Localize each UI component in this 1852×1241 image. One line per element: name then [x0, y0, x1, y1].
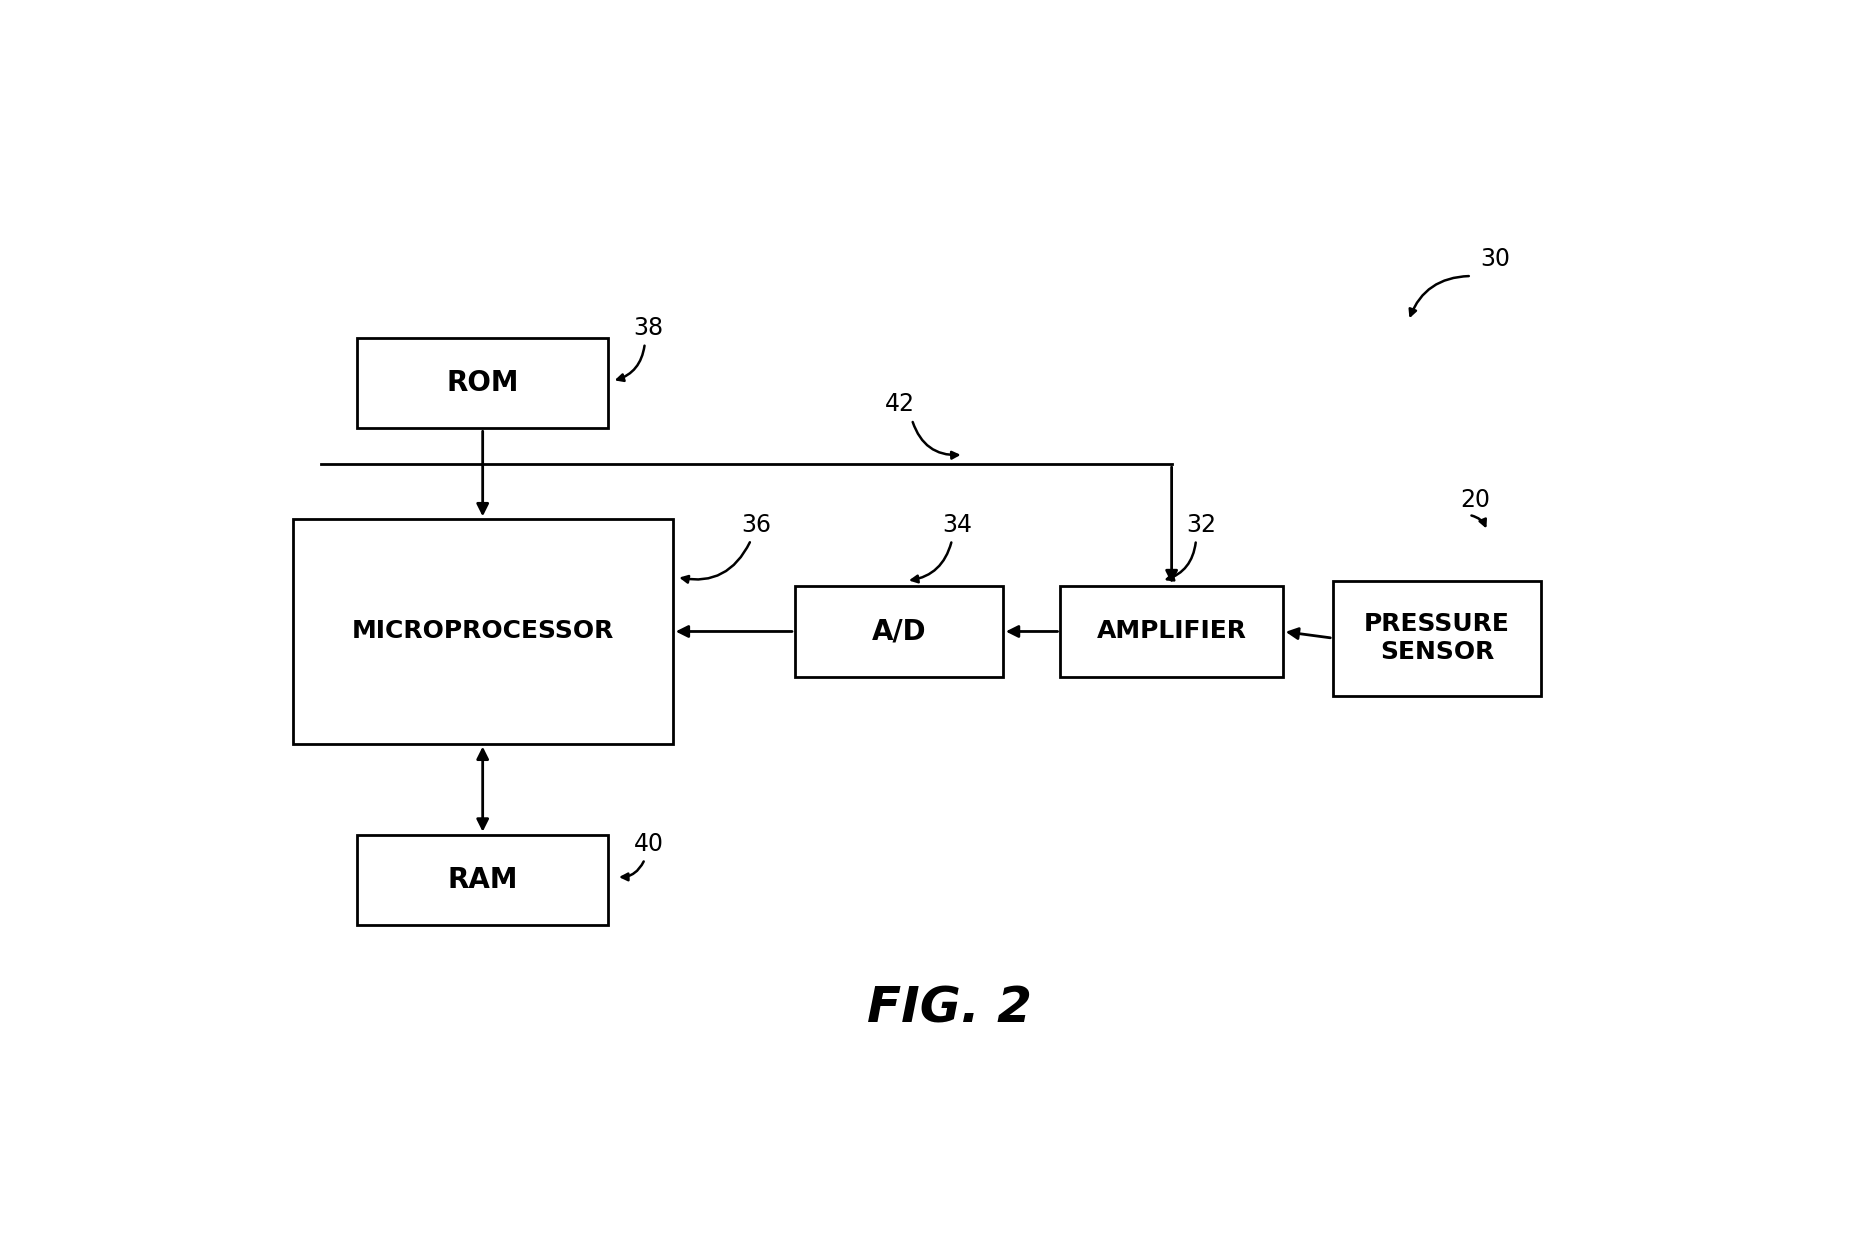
Bar	[357, 834, 607, 926]
Text: 38: 38	[633, 316, 663, 340]
Text: AMPLIFIER: AMPLIFIER	[1096, 619, 1246, 644]
Text: 30: 30	[1480, 247, 1509, 272]
Text: 40: 40	[633, 831, 663, 856]
Text: 36: 36	[741, 513, 770, 537]
Text: 20: 20	[1459, 488, 1491, 513]
Text: 32: 32	[1185, 513, 1217, 537]
Text: PRESSURE
SENSOR: PRESSURE SENSOR	[1365, 612, 1509, 664]
Text: 42: 42	[885, 392, 915, 417]
Text: RAM: RAM	[448, 866, 519, 894]
Bar	[795, 586, 1004, 676]
Text: FIG. 2: FIG. 2	[867, 985, 1032, 1033]
Text: 34: 34	[943, 513, 972, 537]
Text: MICROPROCESSOR: MICROPROCESSOR	[352, 619, 613, 644]
Text: A/D: A/D	[872, 618, 926, 645]
Bar	[1061, 586, 1283, 676]
Bar	[1333, 581, 1541, 695]
Bar	[357, 338, 607, 428]
Text: ROM: ROM	[446, 369, 519, 397]
Bar	[293, 519, 672, 743]
